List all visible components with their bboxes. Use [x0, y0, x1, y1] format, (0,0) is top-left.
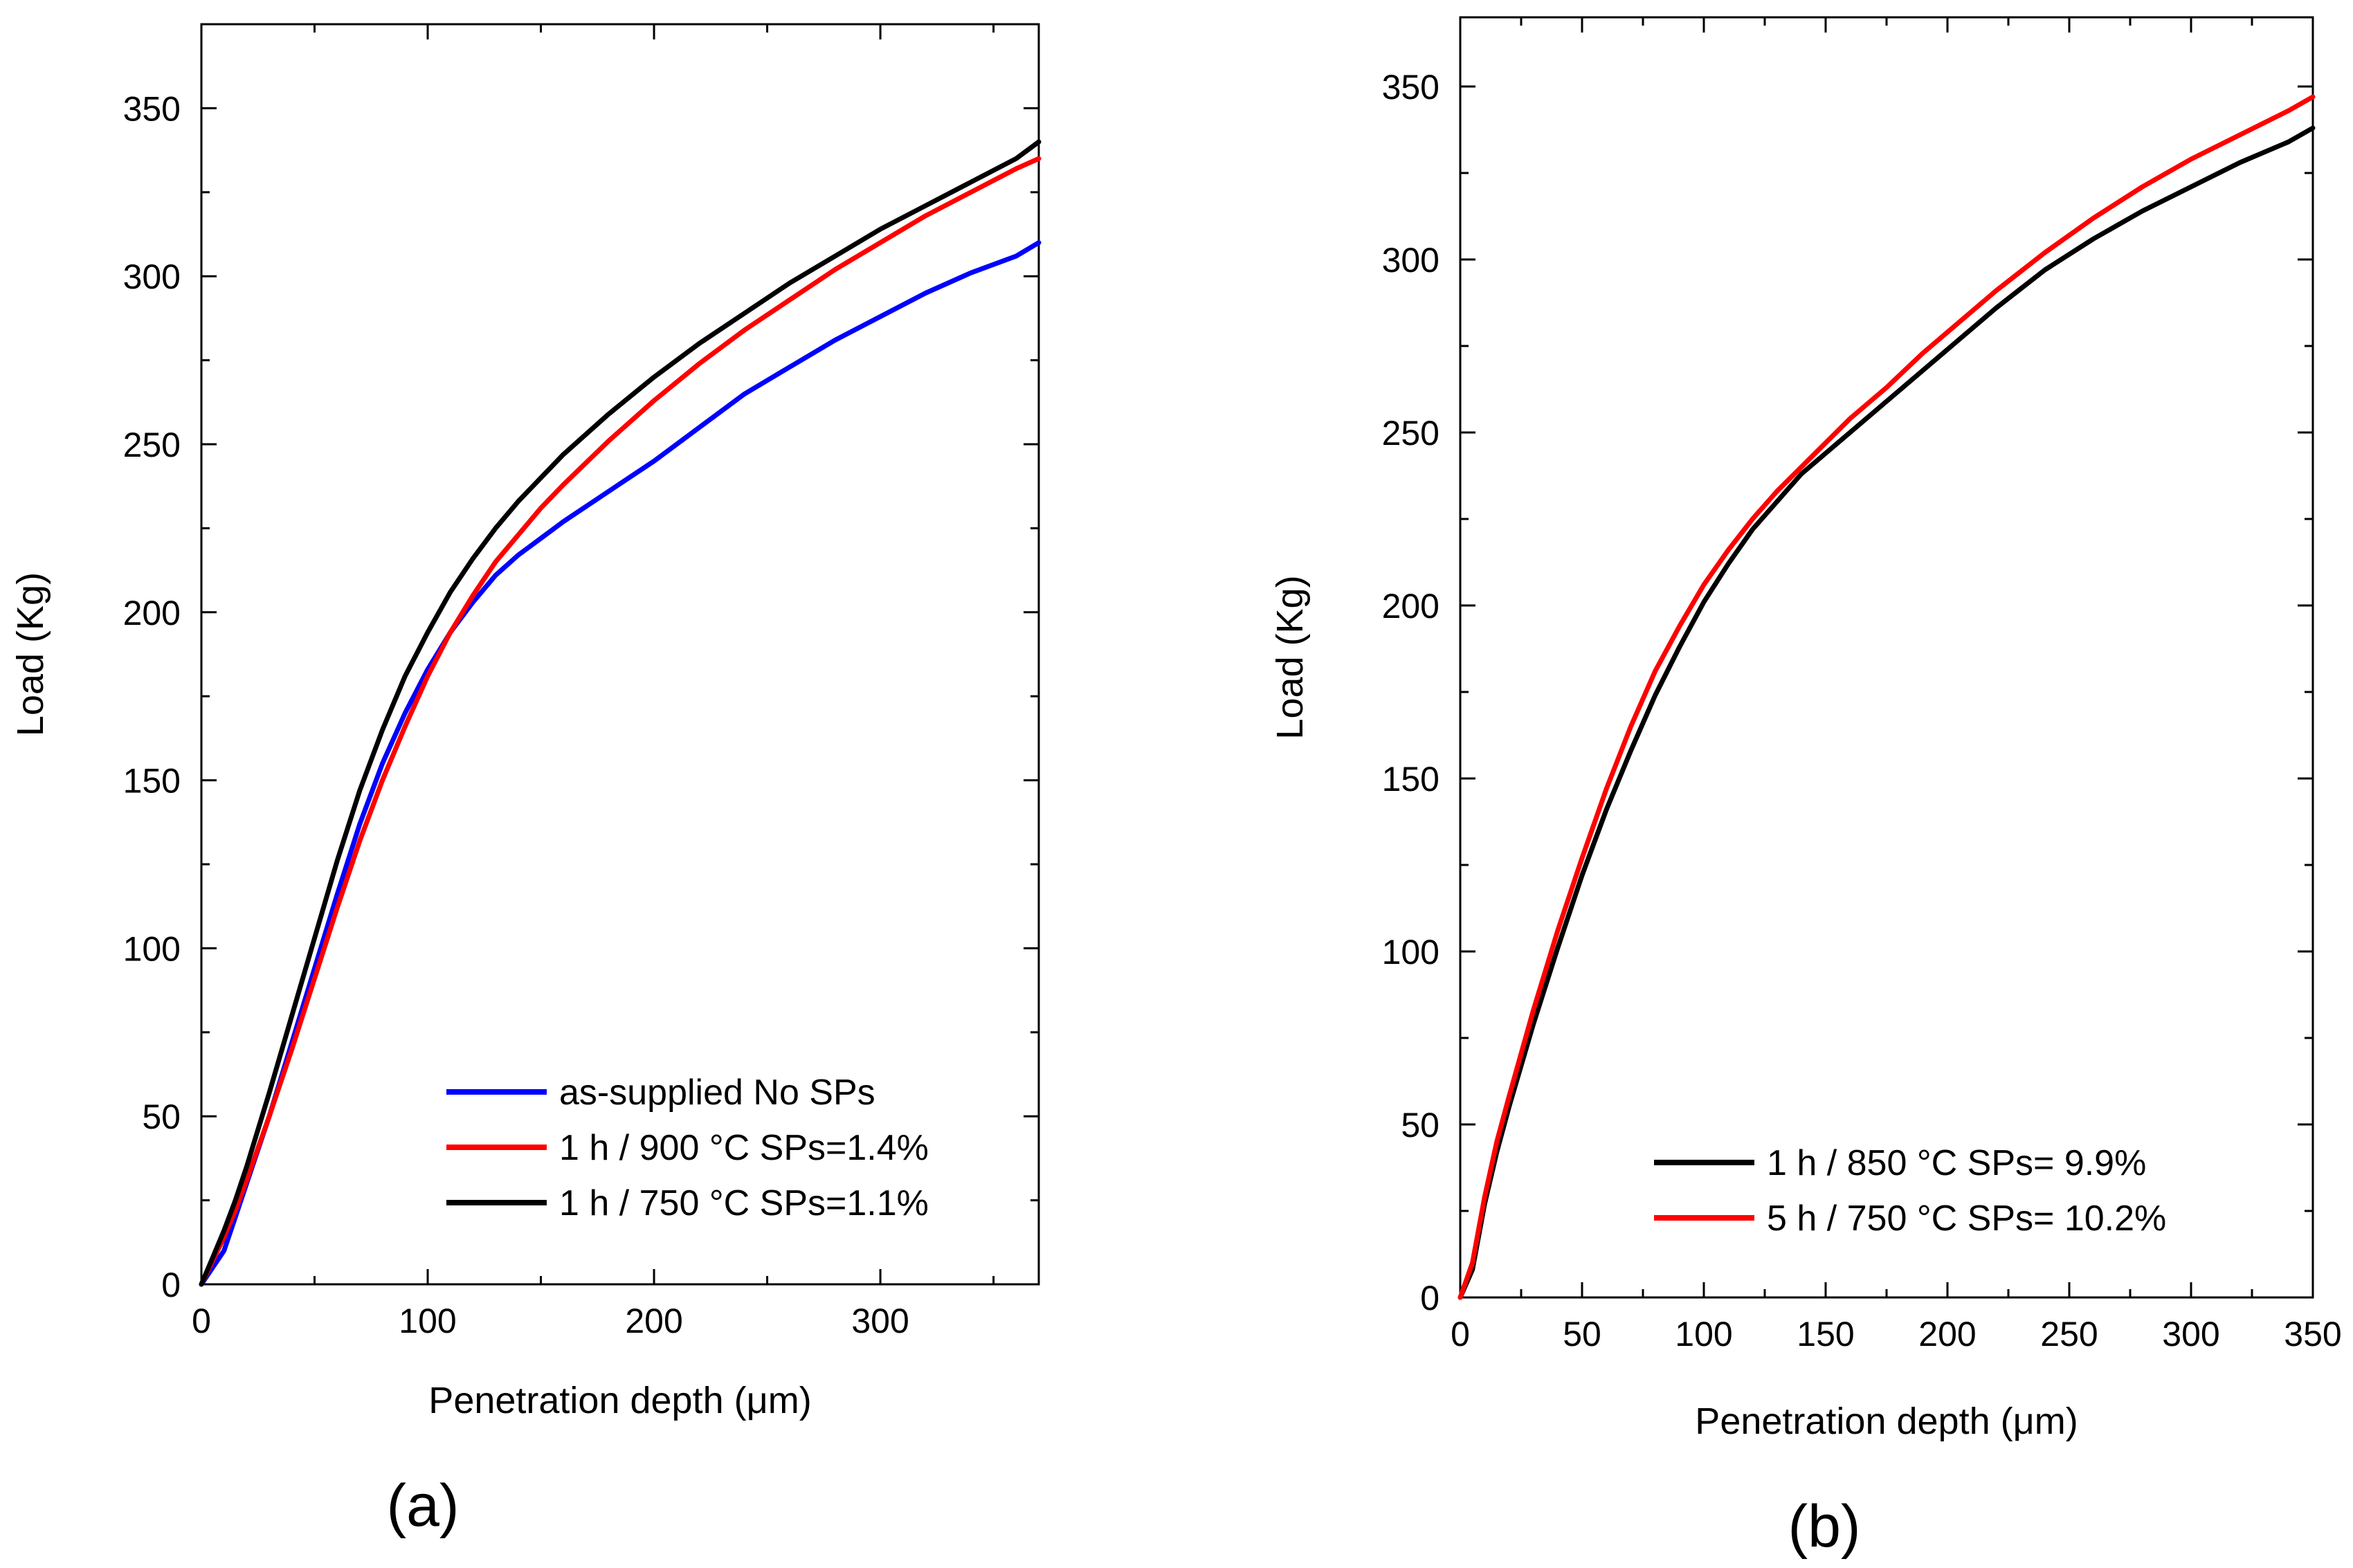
panel-a-chart: 0 100 200 300 0 50 100 150 200 250 300 350 as-suppli…	[10, 23, 1042, 1539]
y-tick-label: 350	[123, 89, 181, 128]
y-tick-label: 250	[123, 426, 181, 464]
y-axis-title: Load (Kg)	[1269, 575, 1311, 739]
x-axis-title: Penetration depth (μm)	[1695, 1401, 2078, 1442]
series-line-1	[1457, 125, 2316, 1300]
y-axis-title: Load (Kg)	[10, 572, 51, 736]
series-line-2	[199, 156, 1042, 1287]
y-tick-label: 0	[1420, 1279, 1439, 1318]
x-tick-label: 50	[1563, 1315, 1601, 1353]
y-tick-label: 250	[1382, 414, 1439, 453]
x-tick-label: 350	[2284, 1315, 2341, 1353]
y-tick-label: 300	[123, 257, 181, 296]
legend-label-1: 1 h / 850 °C SPs= 9.9%	[1767, 1143, 2146, 1183]
panel-b-chart: 0 50 100 150 200 250 300 350 0 50 100 150 200 250 300 3…	[1269, 16, 2342, 1560]
x-tick-label: 100	[399, 1302, 456, 1340]
x-tick-label: 200	[1918, 1315, 1976, 1353]
y-tick-label: 200	[1382, 587, 1439, 626]
y-tick-label: 100	[1382, 933, 1439, 972]
series-line-3	[199, 139, 1042, 1287]
x-tick-label: 150	[1797, 1315, 1854, 1353]
x-tick-label: 250	[2040, 1315, 2098, 1353]
legend-label-1: as-supplied No SPs	[559, 1073, 875, 1113]
x-axis-title: Penetration depth (μm)	[428, 1380, 811, 1421]
y-tick-label: 200	[123, 594, 181, 632]
y-tick-label: 0	[161, 1266, 181, 1304]
plot-frame	[200, 23, 1040, 1286]
y-tick-label: 50	[142, 1097, 181, 1136]
x-tick-label: 0	[192, 1302, 211, 1340]
y-tick-label: 50	[1401, 1106, 1439, 1145]
x-tick-label: 100	[1675, 1315, 1732, 1353]
panel-label: (b)	[1788, 1493, 1860, 1560]
y-tick-label: 100	[123, 929, 181, 968]
legend-label-3: 1 h / 750 °C SPs=1.1%	[559, 1183, 929, 1223]
y-tick-label: 150	[1382, 760, 1439, 799]
x-tick-label: 0	[1451, 1315, 1470, 1353]
y-tick-label: 150	[123, 762, 181, 801]
panel-label: (a)	[386, 1473, 459, 1539]
x-tick-label: 200	[625, 1302, 682, 1340]
x-tick-label: 300	[851, 1302, 909, 1340]
series-line-2	[1457, 94, 2316, 1300]
y-tick-label: 300	[1382, 241, 1439, 280]
legend-label-2: 5 h / 750 °C SPs= 10.2%	[1767, 1198, 2166, 1239]
plot-frame	[1459, 16, 2314, 1299]
y-tick-label: 350	[1382, 68, 1439, 107]
legend-label-2: 1 h / 900 °C SPs=1.4%	[559, 1128, 929, 1168]
x-tick-label: 300	[2162, 1315, 2219, 1353]
